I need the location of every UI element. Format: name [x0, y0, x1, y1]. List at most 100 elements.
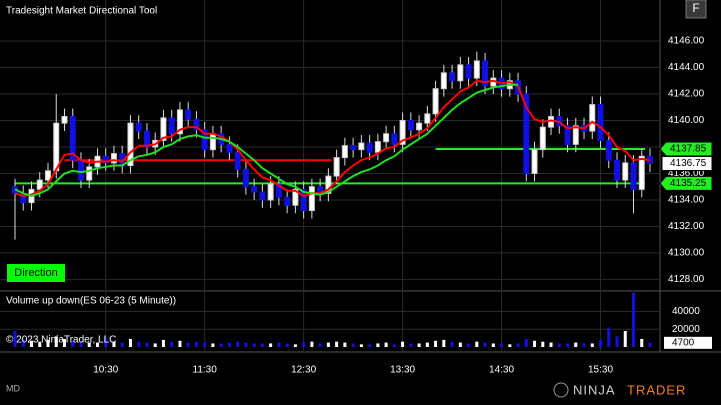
- candle-body: [61, 116, 68, 124]
- direction-label[interactable]: Direction: [14, 267, 57, 279]
- volume-bar: [590, 343, 594, 347]
- f-button[interactable]: [685, 0, 707, 19]
- price-marker: [659, 141, 713, 157]
- y-tick-label: 4140.00: [668, 115, 705, 126]
- volume-bar: [557, 343, 561, 347]
- candle-body: [622, 162, 629, 181]
- price-marker-label: 4136.75: [670, 158, 707, 169]
- f-button-label[interactable]: F: [692, 1, 699, 15]
- candle-body: [424, 113, 431, 124]
- candle-body: [53, 122, 60, 172]
- volume-bar: [260, 343, 264, 347]
- volume-bar: [178, 340, 182, 347]
- volume-bar: [318, 343, 322, 347]
- volume-bar: [483, 342, 487, 347]
- volume-bar: [194, 341, 198, 347]
- volume-bar: [285, 343, 289, 347]
- candle-body: [341, 145, 348, 159]
- volume-bar: [62, 339, 66, 347]
- candle-body: [457, 64, 464, 82]
- volume-bar: [384, 342, 388, 347]
- volume-bar: [392, 344, 396, 347]
- candle-body: [110, 153, 117, 164]
- volume-bar: [640, 339, 644, 347]
- volume-bar: [153, 343, 157, 347]
- volume-bar: [13, 331, 17, 347]
- indicator-line: [14, 83, 519, 198]
- volume-bar: [104, 337, 108, 347]
- candle-body: [143, 130, 150, 148]
- volume-marker-label: 4700: [672, 337, 695, 348]
- volume-bar: [632, 292, 636, 347]
- volume-bar: [236, 341, 240, 347]
- candle-body: [275, 183, 282, 198]
- volume-bar: [252, 343, 256, 347]
- volume-bar: [343, 342, 347, 347]
- volume-bar: [137, 341, 141, 347]
- volume-bar: [368, 344, 372, 347]
- x-tick-label: 12:30: [291, 365, 316, 376]
- volume-bar: [244, 342, 248, 347]
- candle-body: [630, 162, 637, 190]
- candle-body: [168, 117, 175, 135]
- x-tick-label: 11:30: [193, 365, 218, 376]
- volume-bar: [203, 342, 207, 347]
- candle-body: [465, 64, 472, 79]
- y-tick-label: 4142.00: [668, 89, 705, 100]
- candle-body: [374, 141, 381, 153]
- volume-bar: [359, 344, 363, 347]
- volume-bar: [533, 340, 537, 347]
- candle-body: [366, 142, 373, 153]
- volume-bar: [211, 343, 215, 347]
- candle-body: [242, 168, 249, 188]
- volume-bar: [120, 342, 124, 347]
- volume-bar: [170, 341, 174, 347]
- candle-body: [267, 183, 274, 201]
- volume-bar: [351, 343, 355, 347]
- candle-body: [482, 60, 489, 87]
- candle-body: [209, 133, 216, 151]
- volume-bar: [219, 343, 223, 347]
- volume-bar: [46, 339, 50, 347]
- candle-body: [185, 109, 192, 120]
- volume-bar: [458, 342, 462, 347]
- volume-bar: [161, 339, 165, 347]
- volume-bar: [29, 340, 33, 347]
- volume-bar: [335, 341, 339, 347]
- volume-bar: [417, 343, 421, 347]
- volume-bar: [376, 343, 380, 347]
- candle-body: [416, 122, 423, 131]
- volume-bar: [475, 341, 479, 347]
- direction-button[interactable]: [7, 264, 65, 282]
- candle-body: [350, 145, 357, 151]
- candle-body: [548, 116, 555, 128]
- volume-bar: [442, 339, 446, 347]
- candle-body: [572, 125, 579, 145]
- volume-bar: [71, 340, 75, 347]
- volume-bar: [310, 341, 314, 347]
- volume-bar: [434, 340, 438, 347]
- volume-bar: [21, 339, 25, 347]
- x-tick-label: 14:30: [489, 365, 514, 376]
- y-tick-label: 4136.00: [668, 168, 705, 179]
- volume-bar: [145, 342, 149, 347]
- volume-bar: [87, 342, 91, 347]
- volume-bar: [277, 342, 281, 347]
- candle-body: [300, 188, 307, 212]
- volume-bar: [409, 343, 413, 347]
- volume-bar: [541, 341, 545, 347]
- volume-bar: [227, 342, 231, 347]
- volume-bar: [326, 342, 330, 347]
- candle-body: [176, 109, 183, 135]
- candle-body: [325, 175, 332, 194]
- logo-icon: [553, 382, 569, 398]
- footer-left: MD: [6, 383, 20, 393]
- volume-bar: [425, 342, 429, 347]
- y-tick-label: 4144.00: [668, 62, 705, 73]
- volume-bar: [549, 342, 553, 347]
- price-marker: [659, 175, 713, 191]
- volume-bar: [516, 343, 520, 347]
- candle-body: [135, 122, 142, 132]
- candle-body: [449, 72, 456, 82]
